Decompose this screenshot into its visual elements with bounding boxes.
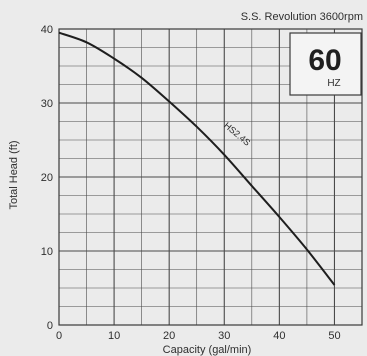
tick-labels: 0 10 20 30 40 50 0 10 20 30 40 bbox=[41, 24, 341, 342]
frequency-unit: HZ bbox=[327, 78, 340, 89]
y-tick-label: 40 bbox=[41, 24, 53, 36]
x-axis-label: Capacity (gal/min) bbox=[163, 344, 252, 356]
series-line-hs24s bbox=[58, 31, 336, 286]
x-tick-label: 30 bbox=[218, 330, 230, 342]
y-tick-label: 10 bbox=[41, 246, 53, 258]
y-tick-label: 0 bbox=[47, 320, 53, 332]
x-tick-label: 0 bbox=[56, 330, 62, 342]
x-tick-label: 40 bbox=[273, 330, 285, 342]
x-tick-label: 20 bbox=[163, 330, 175, 342]
x-tick-label: 10 bbox=[108, 330, 120, 342]
x-tick-label: 50 bbox=[328, 330, 340, 342]
revolution-text: S.S. Revolution 3600rpm bbox=[241, 11, 363, 23]
y-tick-label: 20 bbox=[41, 172, 53, 184]
y-axis-label: Total Head (ft) bbox=[8, 140, 20, 209]
frequency-box bbox=[289, 32, 362, 96]
y-tick-label: 30 bbox=[41, 98, 53, 110]
plot-frame bbox=[58, 28, 363, 326]
frequency-value: 60 bbox=[308, 44, 341, 77]
